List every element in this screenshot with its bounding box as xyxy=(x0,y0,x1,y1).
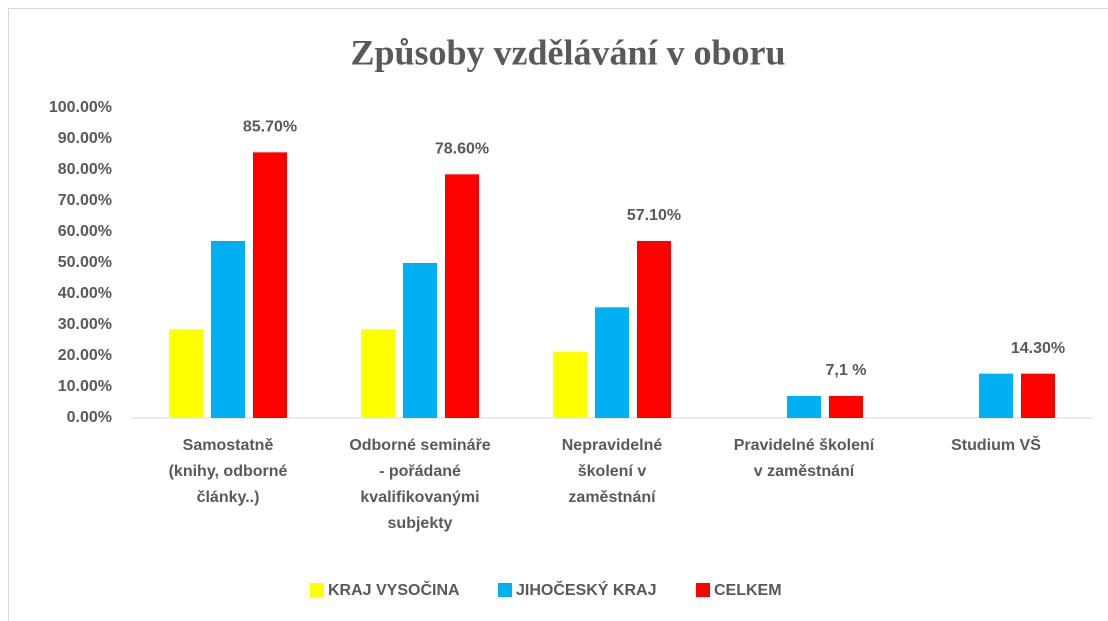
y-tick-label: 0.00% xyxy=(67,409,112,426)
y-tick-label: 10.00% xyxy=(58,378,112,395)
legend-swatch xyxy=(498,583,512,597)
bar xyxy=(445,174,479,418)
bar xyxy=(553,351,587,418)
y-tick-label: 30.00% xyxy=(58,316,112,333)
x-tick-label: Nepravidelné školení v zaměstnání xyxy=(562,437,663,506)
legend-swatch xyxy=(310,583,324,597)
chart-title: Způsoby vzdělávání v oboru xyxy=(350,32,785,72)
data-label: 14.30% xyxy=(1011,340,1065,357)
data-label: 78.60% xyxy=(435,141,489,158)
bar xyxy=(211,240,245,418)
y-tick-label: 40.00% xyxy=(58,285,112,302)
y-tick-label: 50.00% xyxy=(58,254,112,271)
bar xyxy=(361,329,395,418)
x-tick-label: Odborné semináře - pořádané kvalifikovaným… xyxy=(349,437,490,532)
data-label: 57.10% xyxy=(627,207,681,224)
chart-border xyxy=(8,8,1108,621)
y-tick-label: 100.00% xyxy=(49,99,112,116)
legend-swatch xyxy=(696,583,710,597)
y-tick-label: 90.00% xyxy=(58,130,112,147)
legend-label: KRAJ VYSOČINA xyxy=(328,580,460,599)
data-label: 85.70% xyxy=(243,119,297,136)
bar xyxy=(595,307,629,418)
x-tick-label: Samostatně (knihy, odborné články..) xyxy=(169,437,288,506)
bar xyxy=(979,373,1013,418)
x-tick-label: Pravidelné školení v zaměstnání xyxy=(734,437,875,480)
y-tick-label: 80.00% xyxy=(58,161,112,178)
bar xyxy=(253,152,287,418)
x-tick-label: Studium VŠ xyxy=(951,435,1041,454)
legend-label: JIHOČESKÝ KRAJ xyxy=(516,580,656,599)
bar xyxy=(637,240,671,418)
bar xyxy=(1021,373,1055,418)
data-label: 7,1 % xyxy=(826,362,867,379)
y-tick-label: 60.00% xyxy=(58,223,112,240)
bar xyxy=(403,263,437,418)
y-tick-label: 70.00% xyxy=(58,192,112,209)
y-tick-label: 20.00% xyxy=(58,347,112,364)
bar xyxy=(787,395,821,418)
bar xyxy=(169,329,203,418)
bar xyxy=(829,395,863,418)
legend-label: CELKEM xyxy=(714,582,782,599)
